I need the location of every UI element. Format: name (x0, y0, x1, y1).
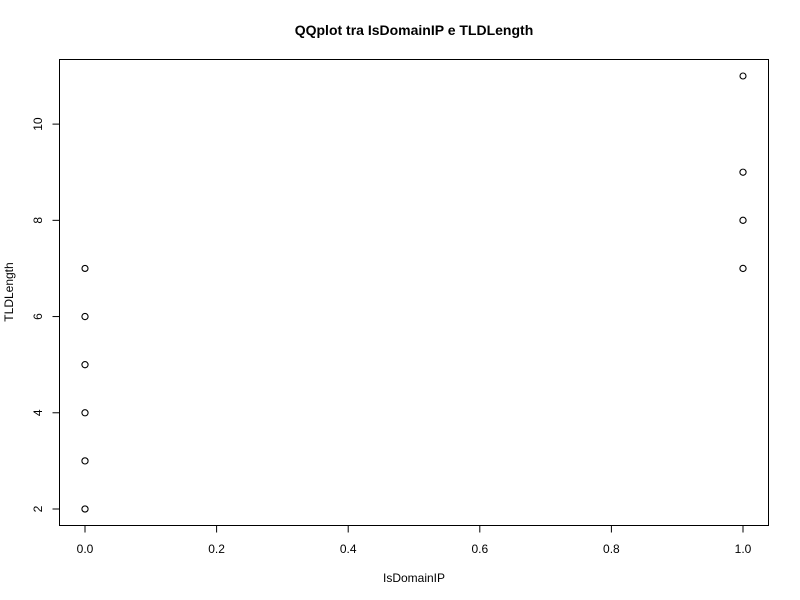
data-points (81, 72, 747, 513)
data-point (81, 264, 89, 272)
y-tick-label: 6 (31, 313, 45, 320)
data-point (739, 72, 747, 80)
data-point (739, 216, 747, 224)
data-point (739, 264, 747, 273)
y-tick-label: 10 (31, 117, 45, 131)
data-point (81, 312, 89, 321)
x-tick-label: 0.6 (471, 542, 488, 556)
x-tick-label: 1.0 (735, 542, 752, 556)
x-tick-label: 0.8 (603, 542, 620, 556)
x-axis: 0.0 0.2 0.4 0.6 0.8 1.0 (77, 525, 752, 556)
x-tick-label: 0.2 (208, 542, 225, 556)
y-tick-label: 8 (31, 217, 45, 224)
data-point (739, 168, 747, 176)
y-axis: 2 4 6 8 10 (31, 117, 60, 512)
x-axis-label: IsDomainIP (383, 571, 445, 585)
data-point (81, 361, 89, 369)
y-tick-label: 4 (31, 409, 45, 416)
y-axis-label: TLDLength (2, 262, 16, 321)
data-point (81, 505, 89, 513)
data-point (81, 457, 89, 465)
data-point (81, 409, 89, 417)
chart-title: QQplot tra IsDomainIP e TLDLength (295, 22, 534, 38)
plot-area-frame (59, 59, 769, 526)
y-tick-label: 2 (31, 505, 45, 512)
x-tick-label: 0.4 (340, 542, 357, 556)
x-tick-label: 0.0 (77, 542, 94, 556)
